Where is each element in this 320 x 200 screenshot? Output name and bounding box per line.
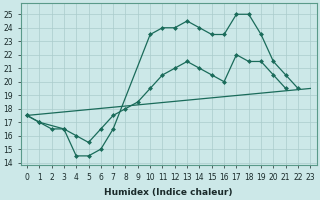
X-axis label: Humidex (Indice chaleur): Humidex (Indice chaleur) — [104, 188, 233, 197]
